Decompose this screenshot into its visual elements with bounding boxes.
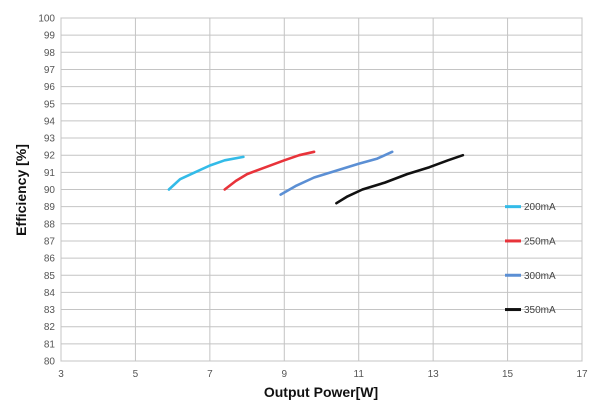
y-tick-label: 99 (44, 31, 56, 42)
series-line-200mA (167, 155, 245, 191)
series-line-350mA (335, 153, 465, 205)
legend-label: 250mA (524, 236, 556, 247)
y-tick-label: 97 (44, 65, 56, 76)
series-lines (167, 150, 465, 205)
y-tick-label: 95 (44, 99, 56, 110)
y-tick-label: 83 (44, 305, 56, 316)
y-tick-label: 85 (44, 271, 56, 282)
x-tick-label: 17 (576, 369, 588, 380)
series-line-300mA (279, 150, 394, 196)
y-tick-label: 82 (44, 322, 56, 333)
y-tick-label: 91 (44, 168, 56, 179)
x-tick-label: 9 (282, 369, 288, 380)
y-tick-label: 94 (44, 116, 56, 127)
y-axis-title: Efficiency [%] (13, 144, 29, 236)
legend: 200mA 250mA 300mA 350mA (505, 202, 556, 316)
y-tick-label: 93 (44, 134, 56, 145)
x-tick-label: 7 (207, 369, 213, 380)
y-tick-label: 86 (44, 254, 56, 265)
y-tick-label: 88 (44, 219, 56, 230)
legend-label: 200mA (524, 202, 556, 213)
x-tick-label: 11 (354, 369, 365, 380)
y-tick-label: 87 (44, 236, 56, 247)
x-tick-label: 3 (58, 369, 64, 380)
x-axis-title: Output Power[W] (264, 384, 378, 400)
y-tick-label: 96 (44, 82, 56, 93)
x-tick-labels: 3 5 7 9 11 13 15 17 (58, 369, 588, 380)
legend-label: 350mA (524, 305, 556, 316)
y-tick-label: 84 (44, 288, 56, 299)
y-tick-label: 90 (44, 185, 56, 196)
gridlines (60, 17, 583, 362)
y-tick-label: 89 (44, 202, 56, 213)
legend-label: 300mA (524, 271, 556, 282)
y-tick-labels: 80 81 82 83 84 85 86 87 88 89 90 91 92 93 94 95 96 97 98 99… (38, 14, 55, 368)
series-line-250mA (223, 150, 316, 191)
x-tick-label: 13 (428, 369, 440, 380)
x-tick-label: 15 (502, 369, 514, 380)
y-tick-label: 100 (38, 14, 55, 25)
y-tick-label: 80 (44, 357, 56, 368)
y-tick-label: 92 (44, 151, 56, 162)
y-tick-label: 81 (44, 339, 56, 350)
x-tick-label: 5 (133, 369, 139, 380)
y-tick-label: 98 (44, 48, 56, 59)
